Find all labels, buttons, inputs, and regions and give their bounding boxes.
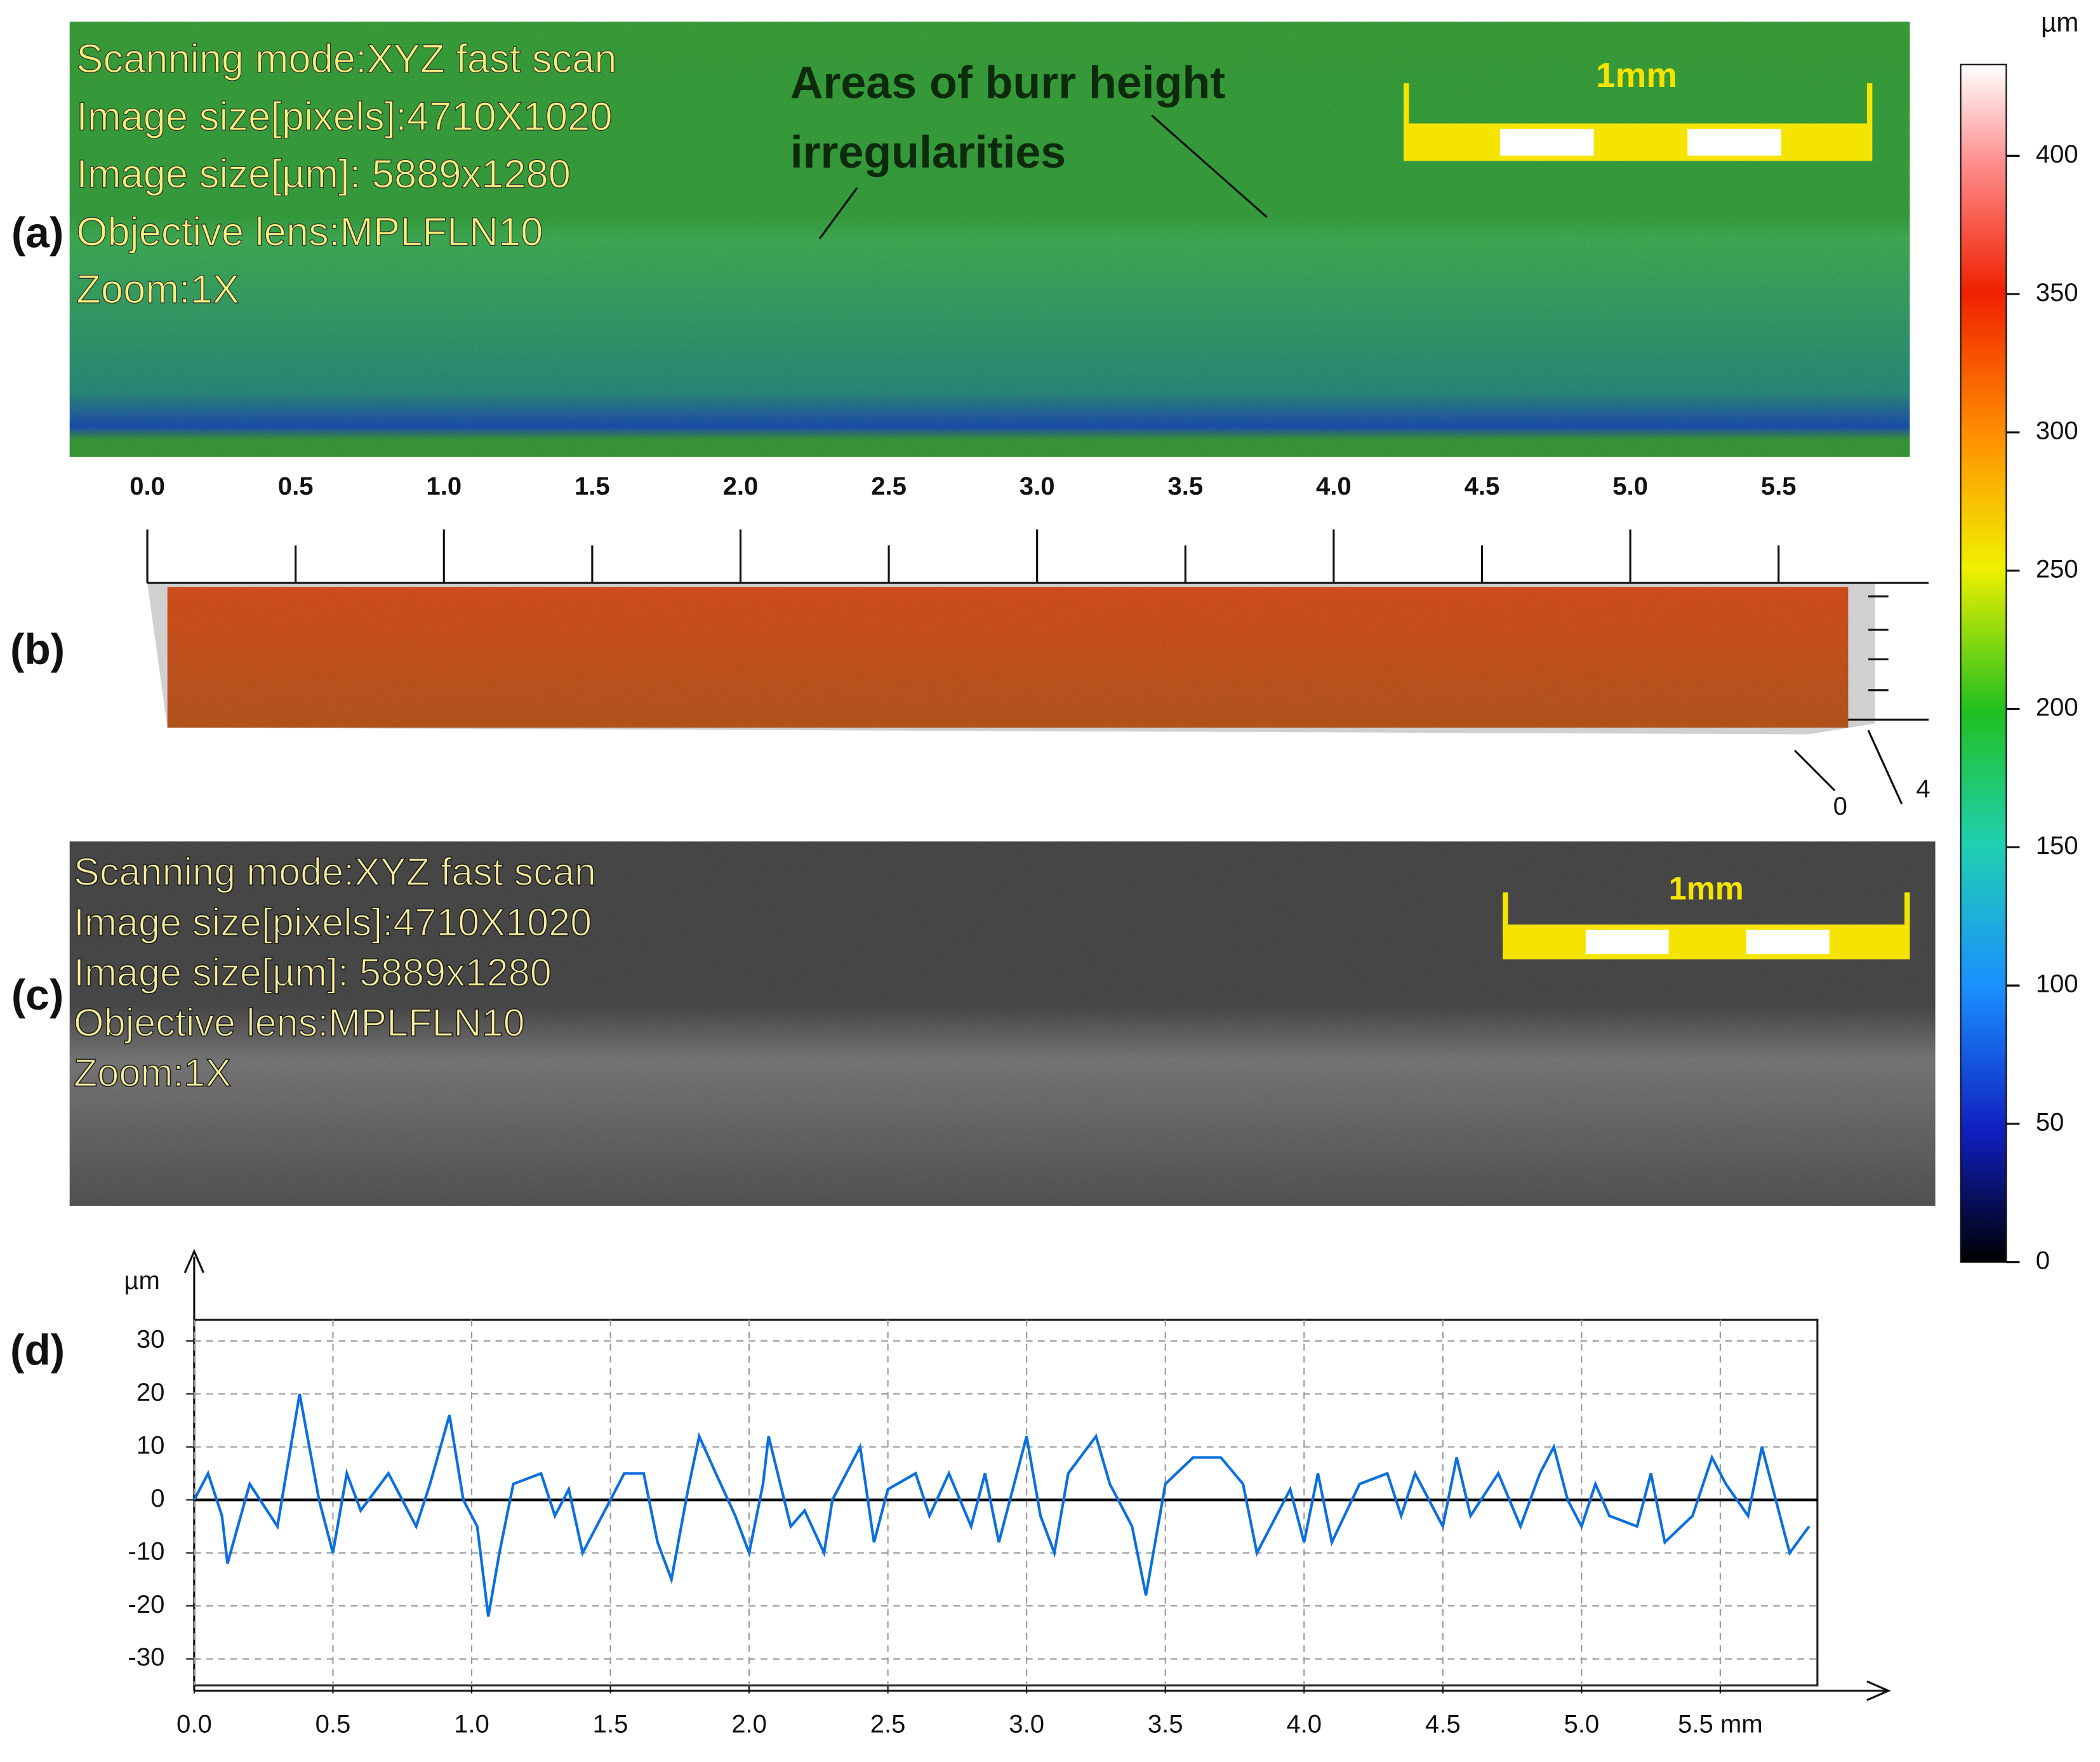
y-tick-label: -20 xyxy=(128,1591,165,1619)
colorbar-tick-label: 350 xyxy=(2036,279,2078,307)
panel-label: (a) xyxy=(11,210,64,257)
ruler-label: 3.0 xyxy=(1020,472,1055,500)
ruler-label: 4.5 xyxy=(1465,472,1500,500)
x-tick-label: 4.0 xyxy=(1286,1710,1322,1738)
ruler-label: 1.5 xyxy=(575,472,610,500)
scale-bar xyxy=(1503,892,1910,925)
annotation-arrow xyxy=(818,114,1268,239)
ruler-label: 3.5 xyxy=(1167,472,1203,500)
x-tick-label: 2.5 xyxy=(870,1710,906,1738)
panel-label: (b) xyxy=(10,626,65,674)
x-tick-label: 0.5 xyxy=(316,1710,351,1738)
x-tick-label: 3.5 xyxy=(1148,1710,1183,1738)
scale-label: 1mm xyxy=(1596,55,1677,95)
info-text: Image size[µm]: 5889x1280 xyxy=(74,951,552,994)
x-tick-label: 5.5 mm xyxy=(1678,1710,1763,1738)
annotation: Areas of burr height xyxy=(790,57,1225,108)
colorbar-tick-label: 0 xyxy=(2036,1246,2050,1274)
y-tick-label: 10 xyxy=(136,1431,165,1459)
x-tick-label: 0.0 xyxy=(176,1710,212,1738)
ruler-label: 5.0 xyxy=(1612,472,1648,500)
y-tick-label: -10 xyxy=(128,1537,165,1565)
scale-label: 1mm xyxy=(1669,871,1744,907)
y-tick-label: 30 xyxy=(136,1325,165,1353)
y-tick-label: -30 xyxy=(128,1643,165,1671)
ruler-label: 4.0 xyxy=(1316,472,1352,500)
colorbar-tick-label: 300 xyxy=(2036,417,2078,445)
colorbar-unit: µm xyxy=(2041,7,2078,37)
colorbar-tick-label: 50 xyxy=(2036,1109,2064,1137)
info-text: Image size[pixels]:4710X1020 xyxy=(76,95,612,139)
ruler-label: 1.0 xyxy=(426,472,462,500)
info-text: Zoom:1X xyxy=(74,1051,231,1095)
scale-bar xyxy=(1585,930,1669,954)
corner-label: 0 xyxy=(1833,792,1847,820)
x-tick-label: 1.5 xyxy=(593,1710,628,1738)
ruler-label: 0.0 xyxy=(130,472,165,500)
scale-bar xyxy=(1403,83,1873,124)
scale-bar xyxy=(1499,128,1594,156)
annotation: irregularities xyxy=(790,127,1066,178)
info-text: Objective lens:MPLFLN10 xyxy=(74,1001,525,1045)
corner-label: 4 xyxy=(1916,775,1930,803)
panel-label: (c) xyxy=(11,971,64,1019)
x-tick-label: 2.0 xyxy=(731,1710,767,1738)
colorbar-tick-label: 150 xyxy=(2036,832,2078,860)
y-tick-label: 0 xyxy=(150,1485,164,1512)
colorbar-tick-label: 200 xyxy=(2036,693,2078,721)
y-tick-label: 20 xyxy=(136,1378,165,1406)
ruler-label: 2.5 xyxy=(871,472,907,500)
scale-bar xyxy=(1503,924,1910,959)
profile-line xyxy=(193,1393,1811,1617)
panel-label: (d) xyxy=(10,1326,65,1374)
panel-b-image xyxy=(167,587,1849,728)
colorbar-tick-label: 250 xyxy=(2036,555,2078,583)
scale-bar xyxy=(1687,128,1781,156)
info-text: Image size[pixels]:4710X1020 xyxy=(74,900,592,944)
info-text: Scanning mode:XYZ fast scan xyxy=(74,850,596,893)
ruler-label: 5.5 xyxy=(1761,472,1797,500)
info-text: Image size[µm]: 5889x1280 xyxy=(76,152,571,197)
colorbar-tick-label: 400 xyxy=(2036,140,2078,168)
x-tick-label: 1.0 xyxy=(454,1710,489,1738)
info-text: Objective lens:MPLFLN10 xyxy=(76,210,543,254)
y-axis-label: µm xyxy=(124,1267,159,1295)
x-tick-label: 4.5 xyxy=(1425,1710,1461,1738)
scale-bar xyxy=(1403,123,1873,161)
plot-frame xyxy=(193,1318,1819,1686)
x-tick-label: 3.0 xyxy=(1009,1710,1044,1738)
panel-a-image xyxy=(69,22,1910,457)
x-tick-label: 5.0 xyxy=(1564,1710,1599,1738)
ruler-label: 2.0 xyxy=(723,472,759,500)
panel-c-image xyxy=(69,841,1936,1206)
scale-bar xyxy=(1746,930,1830,954)
axis xyxy=(183,1248,1891,1702)
colorbar xyxy=(1960,63,2007,1263)
info-text: Scanning mode:XYZ fast scan xyxy=(76,37,616,81)
info-text: Zoom:1X xyxy=(76,267,239,312)
colorbar-tick-label: 100 xyxy=(2036,970,2078,998)
ruler-label: 0.5 xyxy=(278,472,314,500)
